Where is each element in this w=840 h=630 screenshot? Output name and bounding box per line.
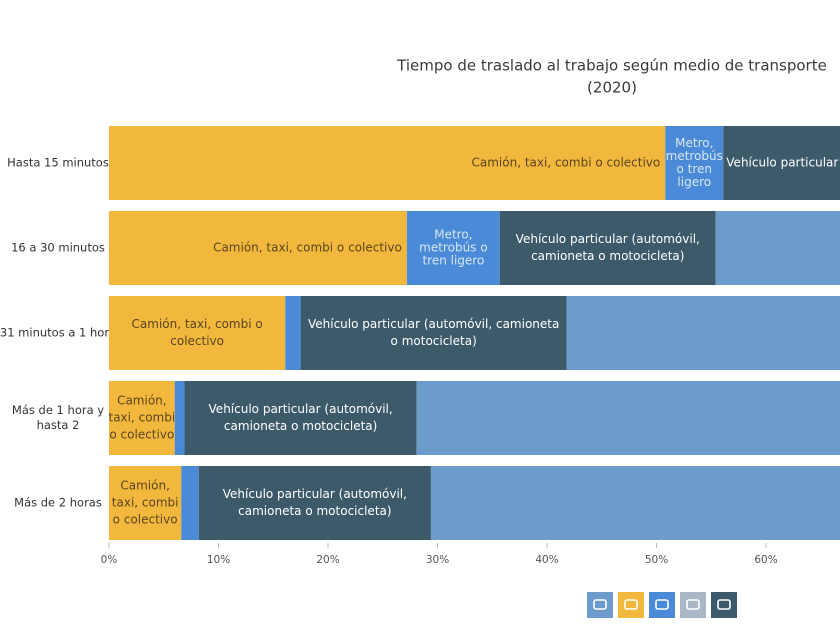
icon-box bbox=[711, 592, 737, 618]
icon-glyph bbox=[655, 599, 669, 610]
icon-glyph bbox=[593, 599, 607, 610]
segment-label: ligero bbox=[677, 175, 711, 189]
icon-box bbox=[649, 592, 675, 618]
segment-label: taxi, combi bbox=[108, 411, 175, 425]
bar-segment bbox=[109, 466, 182, 540]
icon-glyph bbox=[624, 599, 638, 610]
segment-label: metrobús bbox=[666, 149, 723, 163]
x-tick-label: 30% bbox=[426, 554, 449, 566]
bar-segment bbox=[109, 296, 286, 370]
segment-label: Camión, taxi, combi o colectivo bbox=[213, 241, 402, 255]
bar-segment bbox=[416, 381, 840, 455]
bar-segment bbox=[566, 296, 840, 370]
y-tick-label: 16 a 30 minutos bbox=[11, 241, 105, 255]
icon-glyph bbox=[686, 599, 700, 610]
x-tick-label: 60% bbox=[754, 554, 777, 566]
segment-label: o tren bbox=[677, 162, 713, 176]
x-tick-label: 10% bbox=[207, 554, 230, 566]
x-tick-label: 20% bbox=[316, 554, 339, 566]
legend-icon bbox=[618, 592, 644, 618]
segment-label: metrobús o bbox=[419, 241, 487, 255]
x-tick-label: 0% bbox=[101, 554, 118, 566]
segment-label: o motocicleta) bbox=[391, 334, 477, 348]
y-tick-label: 31 minutos a 1 hora bbox=[0, 326, 116, 340]
y-tick-label: Más de 2 horas bbox=[14, 496, 102, 510]
segment-label: Vehículo particular (automóvil, bbox=[516, 232, 700, 246]
bar-segment bbox=[198, 466, 431, 540]
segment-label: Vehículo particular (automóvil, camionet… bbox=[308, 317, 559, 331]
legend-icon bbox=[649, 592, 675, 618]
legend-icon bbox=[680, 592, 706, 618]
bar-segment bbox=[406, 211, 500, 285]
bar-segment bbox=[665, 126, 724, 200]
x-tick-label: 50% bbox=[645, 554, 668, 566]
segment-label: Metro, bbox=[434, 228, 472, 242]
icon-glyph bbox=[717, 599, 731, 610]
segment-label: tren ligero bbox=[422, 254, 484, 268]
chart-subtitle: (2020) bbox=[587, 79, 637, 97]
segment-label: camioneta o motocicleta) bbox=[224, 419, 377, 433]
bar-segment bbox=[499, 211, 716, 285]
bar-segment bbox=[300, 296, 567, 370]
y-tick-label: hasta 2 bbox=[37, 418, 80, 432]
icon-box bbox=[618, 592, 644, 618]
bar-segment bbox=[109, 381, 175, 455]
segment-label: Camión, taxi, combi o bbox=[132, 317, 263, 331]
icon-box bbox=[680, 592, 706, 618]
segment-label: Vehículo particular (automóvil, bbox=[223, 487, 407, 501]
segment-label: Camión, bbox=[120, 479, 170, 493]
bar-segment bbox=[109, 211, 407, 285]
segment-label: Camión, bbox=[117, 394, 167, 408]
segment-label: taxi, combi bbox=[112, 496, 179, 510]
icon-box bbox=[587, 592, 613, 618]
bar-segment bbox=[184, 381, 417, 455]
segment-label: Metro, bbox=[675, 136, 713, 150]
segment-label: Vehículo particular bbox=[726, 156, 838, 170]
bar-segment bbox=[109, 126, 666, 200]
segment-label: o colectivo bbox=[109, 428, 174, 442]
segment-label: Camión, taxi, combi o colectivo bbox=[472, 156, 661, 170]
segment-label: camioneta o motocicleta) bbox=[531, 249, 684, 263]
legend-icon bbox=[587, 592, 613, 618]
y-tick-label: Hasta 15 minutos bbox=[7, 156, 109, 170]
bar-segment bbox=[430, 466, 840, 540]
x-tick-label: 40% bbox=[535, 554, 558, 566]
legend-icon bbox=[711, 592, 737, 618]
chart-title: Tiempo de traslado al trabajo según medi… bbox=[396, 57, 827, 75]
segment-label: o colectivo bbox=[113, 513, 178, 527]
segment-label: Vehículo particular (automóvil, bbox=[209, 402, 393, 416]
bar-segment bbox=[285, 296, 301, 370]
segment-label: colectivo bbox=[170, 334, 224, 348]
bar-segment bbox=[723, 126, 840, 200]
segment-label: camioneta o motocicleta) bbox=[238, 504, 391, 518]
y-tick-label: Más de 1 hora y bbox=[12, 403, 104, 417]
bar-segment bbox=[174, 381, 185, 455]
bar-segment bbox=[715, 211, 840, 285]
bar-segment bbox=[181, 466, 199, 540]
